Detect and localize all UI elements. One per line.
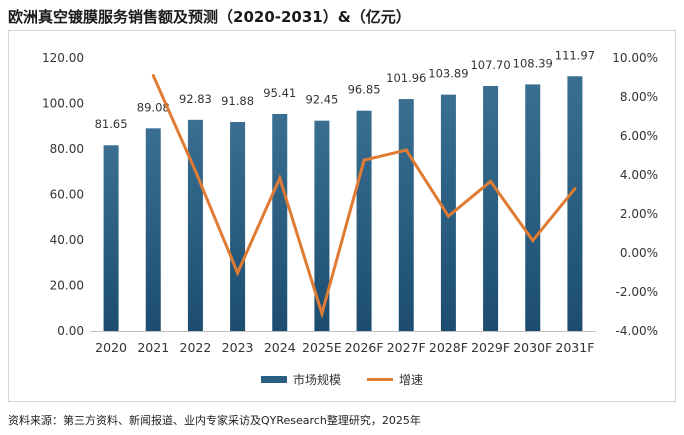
x-tick-label-2028F: 2028F — [429, 340, 468, 355]
x-tick-label-2020: 2020 — [95, 340, 127, 355]
y-right-tick-label: 0.00% — [620, 246, 658, 260]
bar-value-label-2023: 91.88 — [221, 94, 254, 108]
x-tick-label-2024: 2024 — [264, 340, 296, 355]
growth-point-2029F — [489, 179, 493, 183]
y-right-tick-label: 4.00% — [620, 168, 658, 182]
legend-item-line: 增速 — [367, 371, 423, 388]
x-tick-label-2030F: 2030F — [513, 340, 552, 355]
growth-point-2024 — [278, 176, 282, 180]
legend: 市场规模 增速 — [0, 371, 684, 387]
y-left-tick-label: 100.00 — [42, 97, 84, 111]
y-left-tick-label: 20.00 — [50, 279, 84, 293]
y-right-tick-label: -2.00% — [616, 285, 658, 299]
y-right-tick-label: -4.00% — [616, 324, 658, 338]
bar-value-label-2021: 89.08 — [137, 100, 170, 114]
growth-point-2023 — [236, 271, 240, 275]
chart-frame — [8, 30, 676, 402]
bar-value-label-2026F: 96.85 — [348, 83, 381, 97]
y-right-tick-label: 6.00% — [620, 129, 658, 143]
y-right-tick-label: 2.00% — [620, 207, 658, 221]
bar-value-label-2020: 81.65 — [95, 117, 128, 131]
x-tick-label-2027F: 2027F — [387, 340, 426, 355]
bar-value-label-2024: 95.41 — [263, 86, 296, 100]
y-axis-left: 0.00 20.00 40.00 60.00 80.00 100.00 120.00 — [42, 51, 84, 338]
chart-plot: 0.00 20.00 40.00 60.00 80.00 100.00 120.00 -4.… — [42, 48, 658, 355]
chart-title: 欧洲真空镀膜服务销售额及预测（2020-2031）&（亿元） — [8, 8, 411, 26]
y-left-tick-label: 120.00 — [42, 51, 84, 65]
bar-2024 — [272, 113, 288, 331]
x-tick-label-2029F: 2029F — [471, 340, 510, 355]
growth-point-2027F — [404, 148, 408, 152]
x-tick-label-2021: 2021 — [137, 340, 169, 355]
y-left-tick-label: 60.00 — [50, 188, 84, 202]
bar-2021 — [145, 128, 161, 331]
bar-value-label-2028F: 103.89 — [428, 67, 468, 81]
bar-value-labels: 81.65 89.08 92.83 91.88 95.41 92.45 96.85 101.9… — [95, 48, 595, 131]
legend-bar-label: 市场规模 — [292, 372, 341, 387]
legend-bar-swatch — [260, 375, 287, 383]
x-tick-label-2031F: 2031F — [555, 340, 594, 355]
legend-line-swatch — [367, 377, 393, 381]
bar-2020 — [103, 145, 119, 331]
growth-point-2025E — [320, 311, 324, 315]
bar-2027F — [398, 99, 414, 331]
x-tick-label-2023: 2023 — [222, 340, 254, 355]
source-note: 资料来源：第三方资料、新闻报道、业内专家采访及QYResearch整理研究，20… — [8, 414, 421, 427]
y-left-tick-label: 0.00 — [57, 324, 84, 338]
bar-value-label-2031F: 111.97 — [555, 48, 595, 62]
y-axis-right: -4.00% -2.00% 0.00% 2.00% 4.00% 6.00% 8.00% 10.… — [612, 51, 658, 338]
bar-value-label-2030F: 108.39 — [513, 56, 553, 70]
legend-line-label: 增速 — [399, 372, 424, 387]
bar-value-label-2029F: 107.70 — [470, 58, 510, 72]
y-right-tick-label: 10.00% — [612, 51, 658, 65]
growth-point-2031F — [573, 187, 577, 191]
growth-point-2026F — [362, 158, 366, 162]
bar-2031F — [567, 76, 583, 331]
bar-value-label-2025E: 92.45 — [305, 93, 338, 107]
bar-value-label-2027F: 101.96 — [386, 71, 426, 85]
bar-2029F — [483, 85, 499, 331]
growth-point-2030F — [531, 239, 535, 243]
bar-2025E — [314, 120, 330, 332]
growth-point-2028F — [446, 214, 450, 218]
growth-point-2022 — [193, 169, 197, 173]
bar-2023 — [230, 121, 246, 332]
growth-line-series — [151, 74, 577, 319]
bar-value-label-2022: 92.83 — [179, 92, 212, 106]
bar-series — [103, 76, 583, 332]
bar-2022 — [187, 119, 203, 331]
x-tick-label-2022: 2022 — [180, 340, 212, 355]
bar-2030F — [525, 84, 541, 331]
y-left-tick-label: 40.00 — [50, 233, 84, 247]
x-tick-label-2025E: 2025E — [302, 340, 342, 355]
x-tick-label-2026F: 2026F — [345, 340, 384, 355]
bar-2028F — [440, 94, 456, 331]
y-left-tick-label: 80.00 — [50, 142, 84, 156]
bar-2026F — [356, 110, 372, 331]
growth-point-2021 — [151, 74, 155, 78]
y-right-tick-label: 8.00% — [620, 90, 658, 104]
x-axis: 2020 2021 2022 2023 2024 2025E 2026F 2027F 2028F… — [90, 331, 596, 355]
legend-item-bar: 市场规模 — [260, 371, 341, 388]
